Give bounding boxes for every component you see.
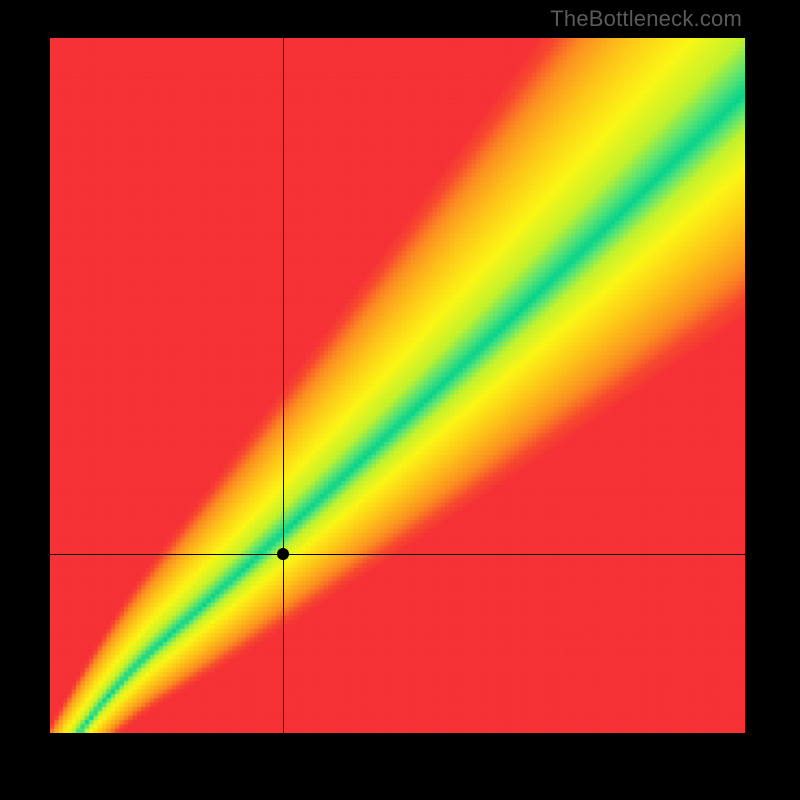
crosshair-marker	[277, 548, 289, 560]
crosshair-vertical	[283, 38, 284, 733]
heatmap-canvas	[50, 38, 745, 733]
heatmap-plot	[50, 38, 745, 733]
crosshair-horizontal	[50, 554, 745, 555]
watermark: TheBottleneck.com	[550, 6, 742, 32]
